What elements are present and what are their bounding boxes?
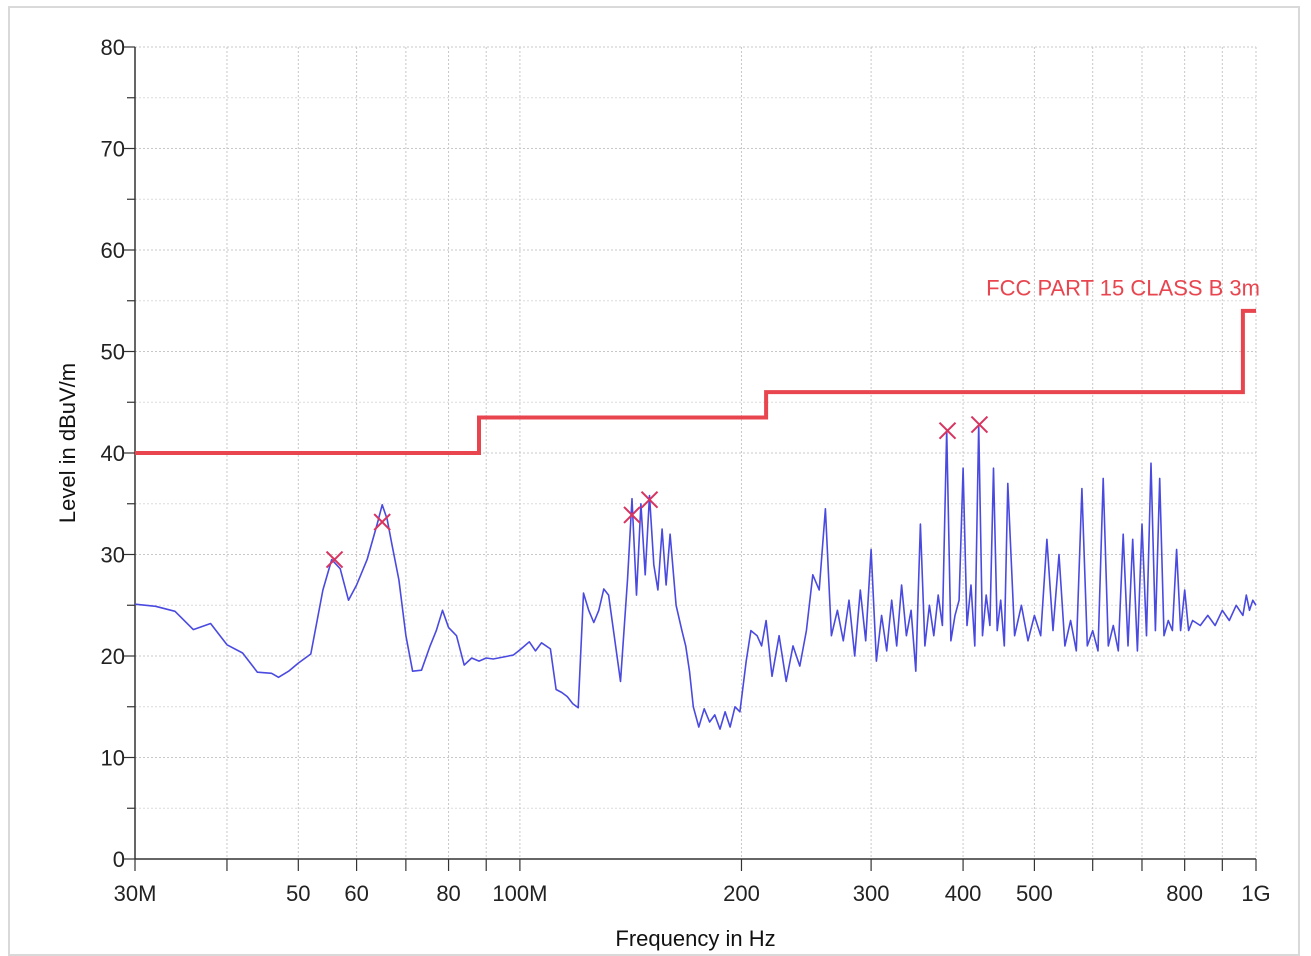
y-tick-label: 60	[101, 238, 125, 263]
x-tick-label: 400	[945, 881, 982, 906]
x-tick-label: 80	[436, 881, 460, 906]
peak-marker	[640, 490, 659, 509]
x-tick-label: 800	[1166, 881, 1203, 906]
x-tick-label: 100M	[492, 881, 547, 906]
x-tick-label: 30M	[114, 881, 157, 906]
x-tick-label: 1G	[1241, 881, 1270, 906]
x-tick-label: 50	[286, 881, 310, 906]
y-tick-label: 80	[101, 35, 125, 60]
y-tick-label: 10	[101, 746, 125, 771]
x-axis-title: Frequency in Hz	[615, 926, 775, 951]
measurement-trace	[134, 423, 1257, 730]
y-tick-label: 30	[101, 543, 125, 568]
x-tick-label: 60	[344, 881, 368, 906]
x-tick-label: 300	[853, 881, 890, 906]
peak-marker	[623, 506, 641, 524]
y-tick-label: 70	[101, 137, 125, 162]
y-tick-label: 40	[101, 441, 125, 466]
x-tick-label: 200	[723, 881, 760, 906]
peak-marker	[325, 550, 344, 569]
peak-marker	[970, 415, 989, 434]
x-tick-label: 500	[1016, 881, 1053, 906]
limit-line-label: FCC PART 15 CLASS B 3m	[986, 276, 1260, 301]
y-tick-label: 0	[113, 847, 125, 872]
y-tick-label: 20	[101, 644, 125, 669]
limit-line	[135, 308, 1256, 455]
y-axis-title: Level in dBuV/m	[55, 363, 80, 523]
peak-marker	[373, 513, 391, 531]
y-tick-label: 50	[101, 340, 125, 365]
peak-marker	[938, 421, 957, 440]
